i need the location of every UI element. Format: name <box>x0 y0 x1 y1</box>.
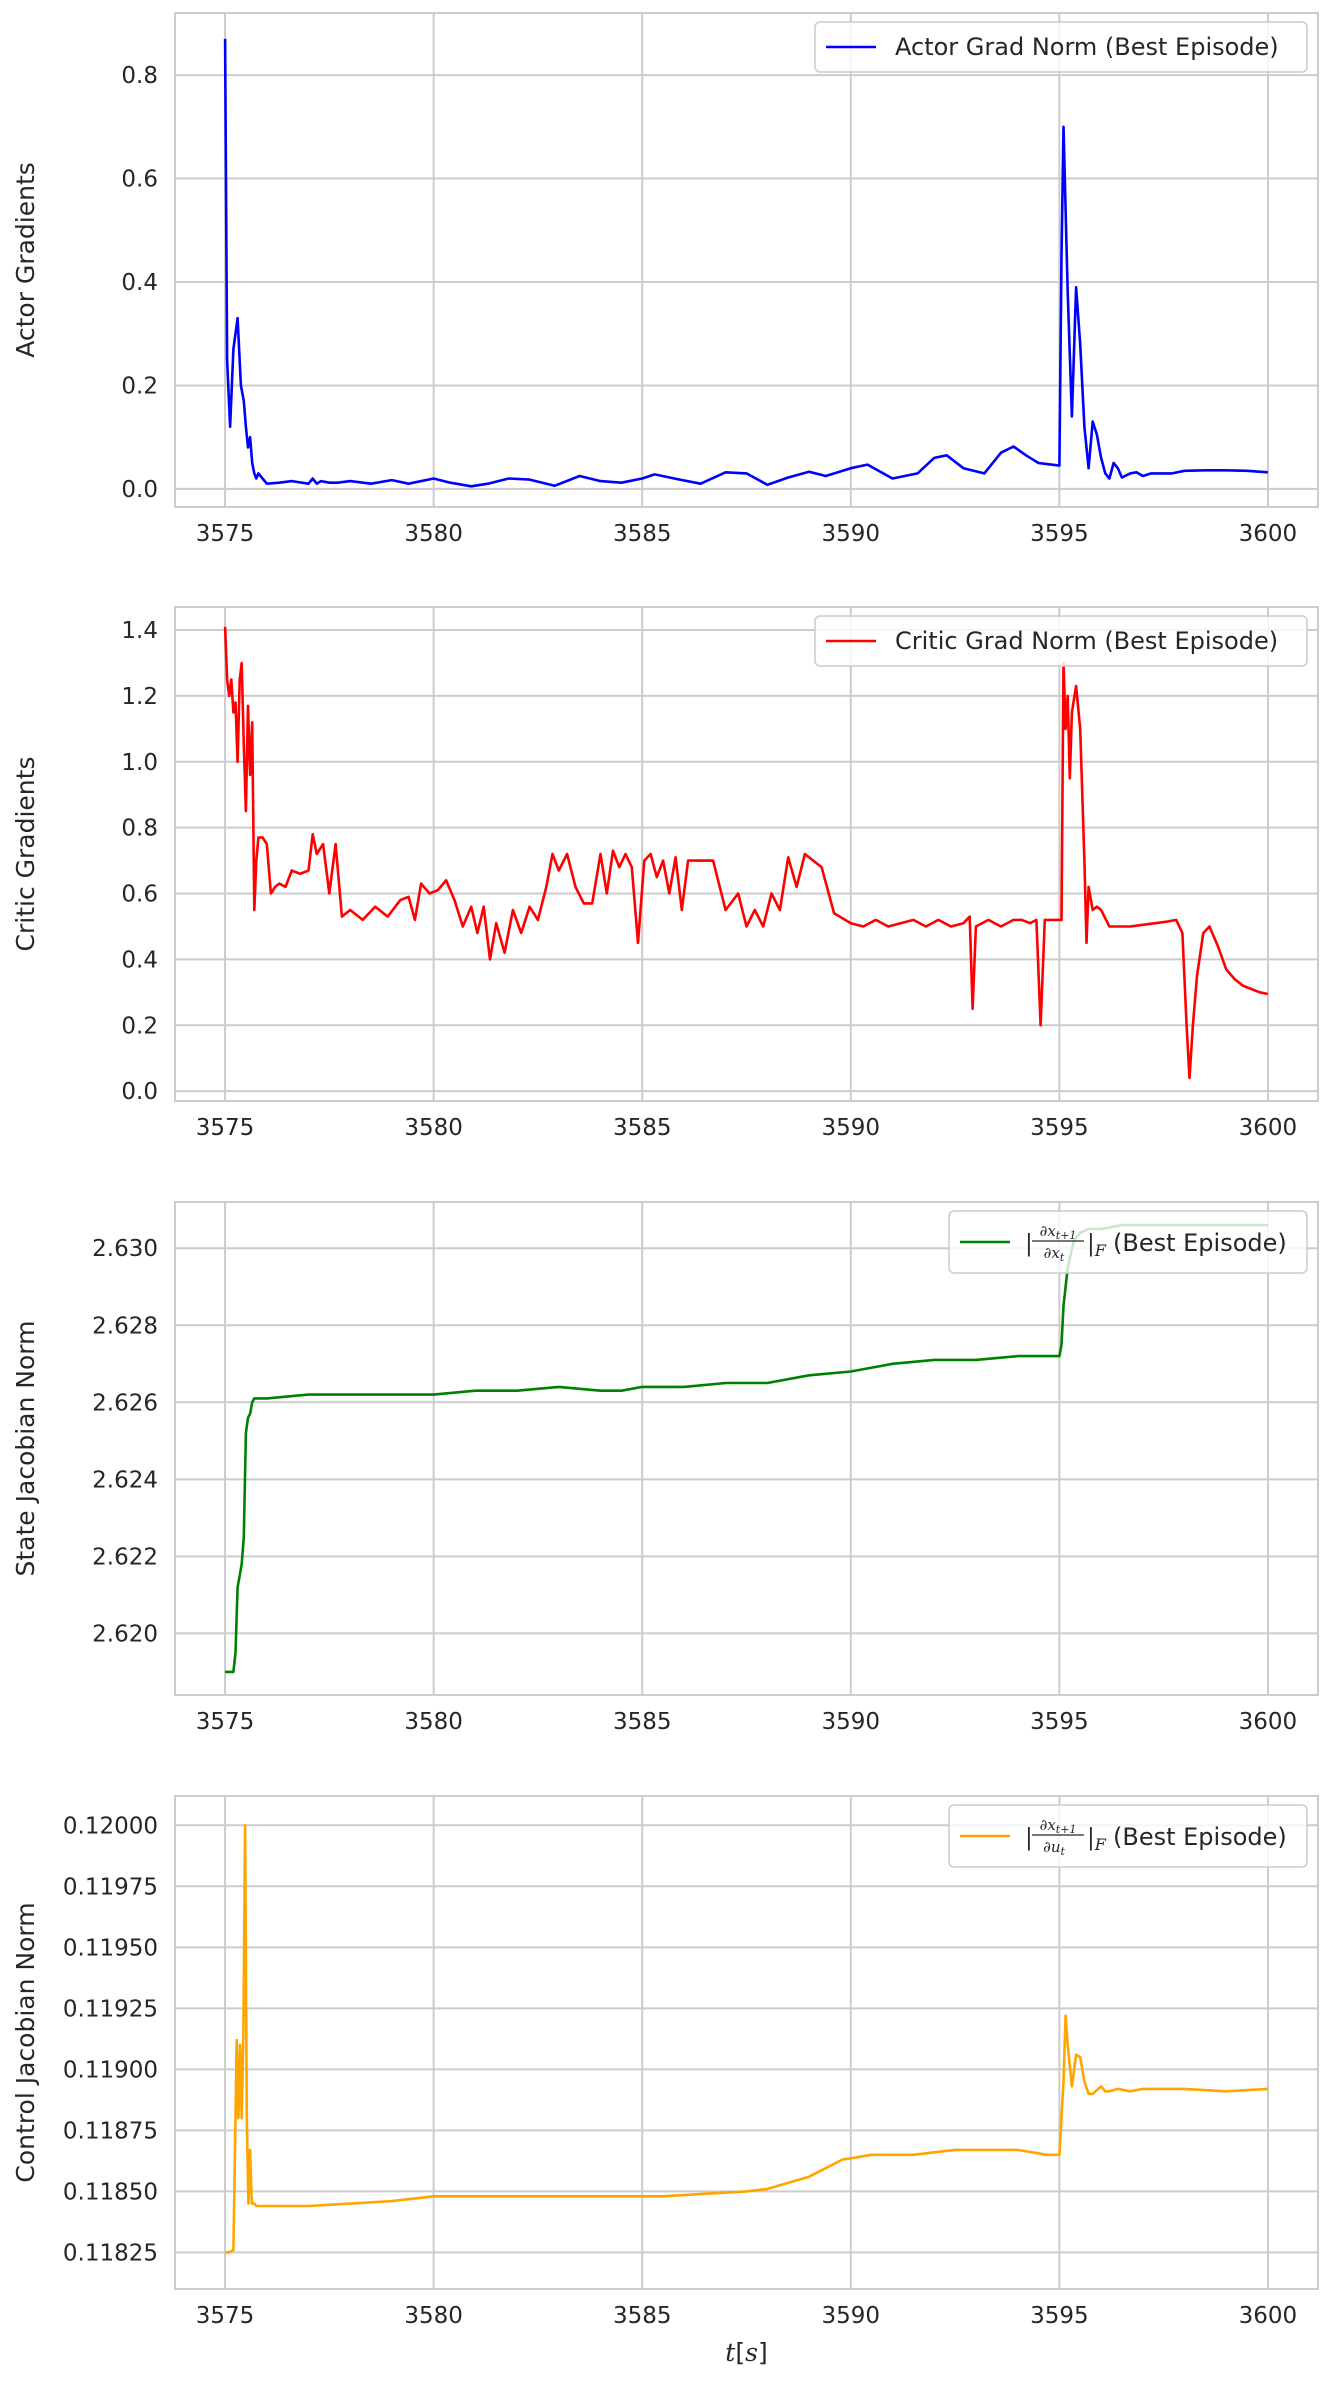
x-tick-label: 3580 <box>404 2303 463 2329</box>
x-tick-label: 3575 <box>196 1709 255 1735</box>
x-tick-label: 3575 <box>196 521 255 547</box>
plot-area <box>175 607 1318 1101</box>
x-tick-label: 3595 <box>1030 1709 1089 1735</box>
x-tick-label: 3600 <box>1239 521 1298 547</box>
y-axis-label: State Jacobian Norm <box>11 1321 40 1577</box>
y-tick-label: 1.4 <box>121 618 158 644</box>
x-tick-label: 3600 <box>1239 1709 1298 1735</box>
y-axis-label: Control Jacobian Norm <box>11 1902 40 2182</box>
y-tick-label: 0.6 <box>121 167 158 193</box>
y-tick-label: 0.6 <box>121 882 158 908</box>
legend-box <box>948 1804 1308 1868</box>
y-tick-label: 0.4 <box>121 270 158 296</box>
legend-norm-bar-left: | <box>1025 1231 1033 1257</box>
y-tick-label: 2.620 <box>92 1621 158 1647</box>
plot-area <box>175 13 1318 507</box>
x-tick-label: 3580 <box>404 1115 463 1141</box>
y-tick-label: 0.12000 <box>63 1813 158 1839</box>
y-tick-label: 0.8 <box>121 63 158 89</box>
y-tick-label: 0.2 <box>121 373 158 399</box>
y-tick-label: 0.11950 <box>63 1935 158 1961</box>
legend: Critic Grad Norm (Best Episode) <box>814 615 1308 667</box>
chart-panel-3: 3575 3580 3585 3590 3595 3600 2.620 2.622 2.624 2… <box>11 1201 1319 1735</box>
axes-frame <box>174 1201 1319 1696</box>
x-tick-label: 3600 <box>1239 1115 1298 1141</box>
x-tick-label: 3595 <box>1030 1115 1089 1141</box>
legend-box <box>814 21 1308 73</box>
x-tick-label: 3590 <box>822 1115 881 1141</box>
y-tick-label: 0.11900 <box>63 2057 158 2083</box>
series-line-1 <box>225 1824 1268 2254</box>
legend: Actor Grad Norm (Best Episode) <box>814 21 1308 73</box>
chart-panel-2: 3575 3580 3585 3590 3595 3600 0.0 0.2 0.4 0.6 0.8 1… <box>11 606 1319 1141</box>
chart-panel-4: 3575 3580 3585 3590 3595 3600 0.11825 0.11850 0.… <box>11 1795 1319 2367</box>
x-tick-label: 3575 <box>196 1115 255 1141</box>
y-tick-label: 0.11825 <box>63 2240 158 2266</box>
y-tick-label: 2.630 <box>92 1236 158 1262</box>
legend-denominator: ∂xt <box>1044 1244 1065 1264</box>
axes-frame <box>174 1795 1319 2290</box>
y-tick-label: 1.0 <box>121 750 158 776</box>
legend-box <box>814 615 1308 667</box>
x-tick-label: 3585 <box>613 2303 672 2329</box>
x-tick-label: 3580 <box>404 521 463 547</box>
series-line-1 <box>223 38 1268 488</box>
legend-label: Critic Grad Norm (Best Episode) <box>895 627 1278 655</box>
y-tick-label: 0.11975 <box>63 1874 158 1900</box>
y-tick-label: 1.2 <box>121 684 158 710</box>
series-line-1 <box>223 626 1269 1080</box>
x-tick-label: 3585 <box>613 521 672 547</box>
axes-frame <box>174 606 1319 1102</box>
y-axis-label: Critic Gradients <box>11 757 40 952</box>
x-tick-label: 3595 <box>1030 2303 1089 2329</box>
x-tick-label: 3590 <box>822 2303 881 2329</box>
legend-suffix: (Best Episode) <box>1113 1229 1287 1257</box>
y-tick-label: 0.11850 <box>63 2179 158 2205</box>
legend: | ∂xt+1∂xt|F (Best Episode) <box>948 1210 1308 1274</box>
y-tick-label: 0.2 <box>121 1013 158 1039</box>
x-tick-label: 3600 <box>1239 2303 1298 2329</box>
y-tick-label: 0.4 <box>121 947 158 973</box>
legend: | ∂xt+1∂ut|F (Best Episode) <box>948 1804 1308 1868</box>
plot-area <box>175 1202 1318 1695</box>
y-tick-label: 0.11875 <box>63 2118 158 2144</box>
legend-norm-bar-left: | <box>1025 1825 1033 1851</box>
x-axis-label: t[s] <box>725 2338 767 2367</box>
x-tick-label: 3585 <box>613 1115 672 1141</box>
y-tick-label: 0.11925 <box>63 1996 158 2022</box>
y-tick-label: 2.626 <box>92 1390 158 1416</box>
y-axis-label: Actor Gradients <box>11 162 40 358</box>
x-tick-label: 3590 <box>822 1709 881 1735</box>
y-tick-label: 0.0 <box>121 477 158 503</box>
chart-panel-1: 3575 3580 3585 3590 3595 3600 0.0 0.2 0.4 0.6 0.8 A… <box>11 12 1319 547</box>
x-tick-label: 3585 <box>613 1709 672 1735</box>
x-tick-label: 3595 <box>1030 521 1089 547</box>
legend-denominator: ∂ut <box>1043 1838 1065 1858</box>
y-tick-label: 2.622 <box>92 1544 158 1570</box>
x-tick-label: 3590 <box>822 521 881 547</box>
legend-box <box>948 1210 1308 1274</box>
x-tick-label: 3580 <box>404 1709 463 1735</box>
y-tick-label: 0.0 <box>121 1079 158 1105</box>
y-tick-label: 0.8 <box>121 816 158 842</box>
plot-area <box>175 1796 1318 2289</box>
axes-frame <box>174 12 1319 508</box>
y-tick-label: 2.624 <box>92 1467 158 1493</box>
y-tick-label: 2.628 <box>92 1313 158 1339</box>
legend-label: Actor Grad Norm (Best Episode) <box>895 33 1279 61</box>
x-tick-label: 3575 <box>196 2303 255 2329</box>
legend-suffix: (Best Episode) <box>1113 1823 1287 1851</box>
